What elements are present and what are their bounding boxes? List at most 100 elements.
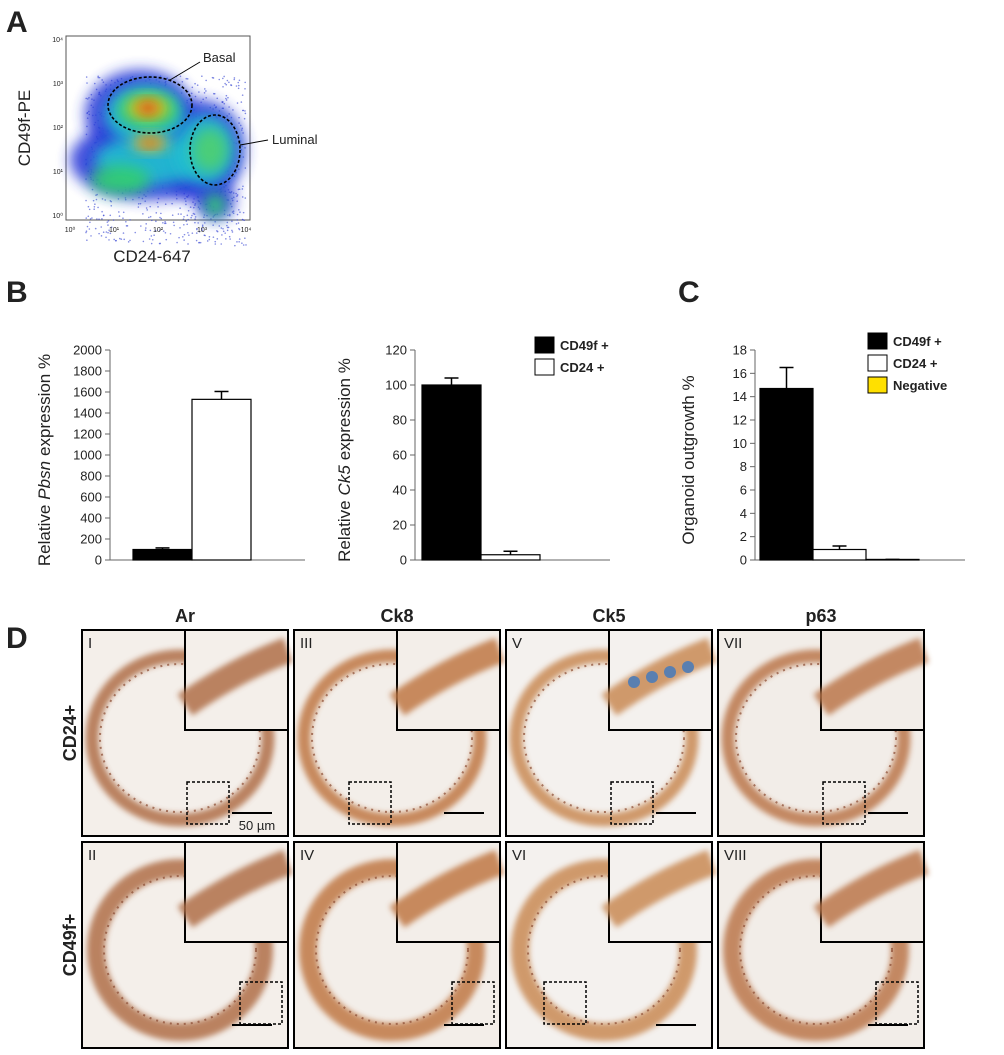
dot — [244, 167, 247, 169]
y-axis-label: Relative Pbsn expression % — [35, 354, 54, 566]
dot — [192, 212, 195, 215]
dot — [187, 218, 189, 221]
dot — [187, 209, 190, 212]
dot — [208, 235, 211, 238]
dot — [240, 101, 243, 103]
dot — [140, 225, 142, 227]
dot — [214, 220, 216, 223]
dot — [89, 218, 92, 220]
dot — [142, 213, 144, 215]
tissue-ring — [87, 859, 273, 1041]
dot — [126, 225, 129, 227]
dot — [101, 198, 104, 200]
dot — [179, 207, 181, 209]
dot — [222, 77, 224, 80]
zoom-box — [610, 781, 654, 825]
dot — [162, 221, 164, 224]
x-tick-label: 10¹ — [109, 227, 120, 234]
dot — [95, 198, 98, 201]
legend-label: CD24 + — [560, 360, 605, 375]
dot — [205, 96, 207, 99]
x-tick-label: 10⁰ — [65, 226, 76, 234]
inset-tissue — [389, 637, 505, 716]
dot — [159, 229, 161, 232]
dot — [201, 227, 203, 230]
y-tick-label: 10³ — [53, 81, 64, 88]
micrograph: VI — [505, 841, 717, 1049]
dot — [211, 76, 214, 79]
dot — [222, 227, 224, 230]
dot — [92, 199, 95, 202]
dot — [154, 229, 157, 232]
dot — [85, 97, 88, 100]
dot — [238, 240, 240, 243]
dot — [109, 232, 112, 235]
dot — [242, 132, 244, 134]
micrograph: I — [81, 629, 293, 837]
micrograph: III — [293, 629, 505, 837]
dot — [236, 194, 239, 196]
error-bar — [503, 550, 518, 555]
density — [136, 101, 160, 115]
dot — [164, 203, 167, 206]
dot — [86, 239, 88, 242]
dot — [216, 97, 219, 100]
y-tick-label: 1000 — [73, 448, 102, 463]
y-tick-label: 60 — [393, 448, 407, 463]
y-tick-label: 1600 — [73, 385, 102, 400]
panel-label: C — [678, 276, 700, 309]
dot — [148, 216, 150, 219]
dot — [203, 222, 206, 224]
dot — [119, 237, 121, 240]
dot — [202, 98, 204, 101]
dot — [242, 211, 245, 214]
dot — [137, 206, 140, 208]
dot — [144, 200, 147, 203]
dot — [244, 87, 246, 90]
dot — [220, 227, 223, 229]
nucleus — [664, 666, 676, 678]
x-tick-label: 10⁴ — [241, 227, 252, 234]
zoom-box — [543, 981, 587, 1025]
dot — [235, 192, 237, 195]
dot — [228, 81, 230, 84]
dot — [122, 217, 124, 220]
column-header: Ck5 — [592, 606, 625, 626]
tile-numeral: I — [88, 635, 92, 652]
dot — [241, 242, 243, 244]
tissue-ring-inner — [735, 663, 897, 813]
dot — [101, 79, 103, 81]
y-tick-label: 600 — [80, 490, 102, 505]
label-part: Relative — [335, 500, 354, 561]
dot — [108, 239, 110, 241]
dot — [194, 221, 196, 224]
dot — [213, 92, 216, 95]
dot — [228, 106, 230, 108]
tile-numeral: VI — [512, 847, 526, 864]
dot — [187, 243, 189, 245]
dot — [235, 85, 238, 87]
dot — [228, 235, 231, 238]
dot — [153, 234, 155, 237]
density — [205, 193, 225, 217]
dot — [157, 206, 159, 208]
dot — [93, 82, 96, 85]
y-tick-label: 10⁰ — [52, 212, 63, 220]
dot — [97, 75, 99, 78]
y-tick-label: 20 — [393, 518, 407, 533]
dot — [104, 199, 107, 201]
dot — [105, 236, 107, 239]
dot — [238, 79, 241, 82]
dot — [172, 221, 175, 224]
dot — [101, 210, 103, 213]
error-bar — [214, 390, 229, 400]
inset-tissue — [601, 849, 717, 928]
inset-tissue — [177, 849, 293, 928]
density — [142, 139, 158, 147]
dot — [110, 226, 113, 228]
tissue-ring-inner — [315, 875, 469, 1025]
dot — [145, 223, 148, 225]
dot — [107, 231, 109, 234]
dot — [226, 79, 229, 82]
dot — [228, 213, 231, 216]
